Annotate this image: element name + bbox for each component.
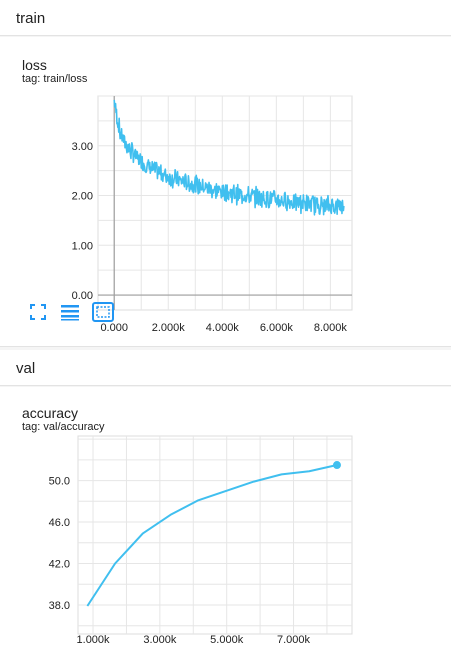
x-tick-label: 1.000k	[77, 634, 111, 646]
x-tick-label: 5.000k	[210, 634, 244, 646]
section-title: train	[16, 10, 45, 27]
fit-domain-icon[interactable]	[28, 302, 48, 322]
chart-card-loss: loss tag: train/loss 0.000 2.000k 4.000k 6.…	[0, 37, 451, 347]
y-tick-label: 38.0	[49, 600, 70, 612]
accuracy-chart[interactable]: 1.000k 3.000k 5.000k 7.000k 38.0 42.0 46.0 50.0	[0, 430, 451, 648]
x-tick-label: 4.000k	[206, 322, 240, 334]
section-title: val	[16, 360, 35, 377]
y-tick-label: 2.00	[72, 191, 93, 203]
toggle-log-scale-icon[interactable]	[60, 302, 80, 322]
x-tick-label: 3.000k	[143, 634, 177, 646]
y-tick-label: 3.00	[72, 141, 93, 153]
x-tick-label: 0.000	[100, 322, 128, 334]
y-tick-label: 46.0	[49, 517, 70, 529]
plot-frame	[78, 436, 352, 634]
section-header-val[interactable]: val	[0, 350, 451, 386]
chart-title: loss	[22, 57, 47, 73]
series-line	[87, 465, 337, 606]
y-tick-label: 50.0	[49, 476, 70, 488]
chart-card-accuracy: accuracy tag: val/accuracy 1.000k 3.000k 5…	[0, 387, 451, 648]
series-line	[114, 100, 344, 215]
y-tick-label: 1.00	[72, 240, 93, 252]
section-header-train[interactable]: train	[0, 0, 451, 36]
last-point-marker	[333, 461, 341, 469]
x-tick-label: 7.000k	[277, 634, 311, 646]
y-tick-label: 42.0	[49, 559, 70, 571]
x-tick-label: 2.000k	[152, 322, 186, 334]
x-tick-label: 8.000k	[314, 322, 348, 334]
x-tick-label: 6.000k	[260, 322, 294, 334]
y-tick-label: 0.00	[72, 290, 93, 302]
chart-title: accuracy	[22, 405, 78, 421]
expand-chart-icon[interactable]	[92, 302, 112, 322]
